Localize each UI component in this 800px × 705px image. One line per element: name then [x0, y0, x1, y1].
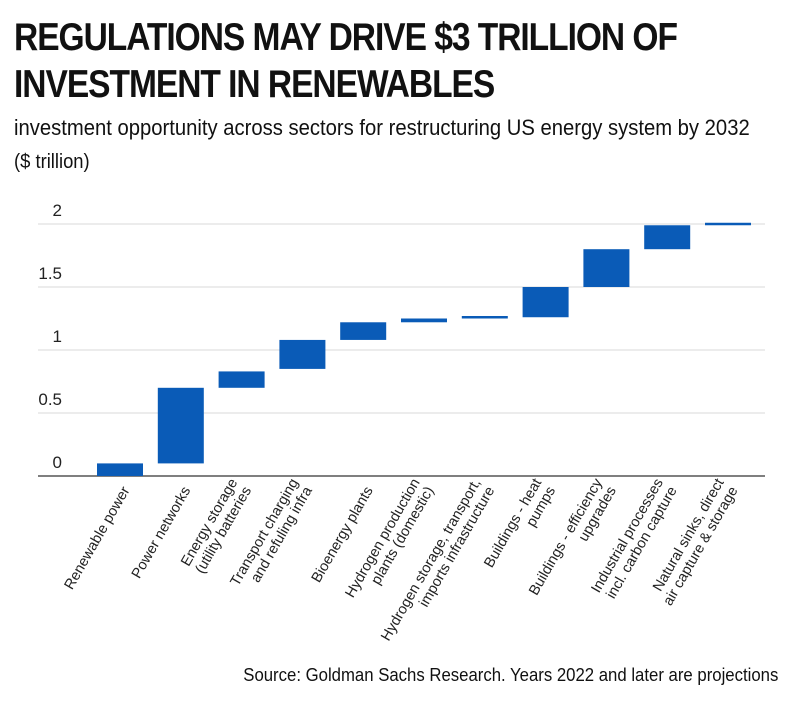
y-unit-label: ($ trillion)	[14, 151, 90, 173]
y-tick-label: 0	[53, 453, 62, 472]
chart-subtitle: investment opportunity across sectors fo…	[14, 115, 750, 140]
y-tick-labels: 0 0.5 1 1.5 2	[38, 201, 62, 472]
x-category-label: Renewable power	[62, 484, 134, 593]
source-note: Source: Goldman Sachs Research. Years 20…	[242, 665, 778, 685]
waterfall-bar	[705, 222, 751, 226]
waterfall-bar	[522, 287, 569, 318]
waterfall-bar	[218, 371, 265, 388]
waterfall-bar	[644, 225, 691, 250]
chart-title: REGULATIONS MAY DRIVE $3 TRILLION OF INV…	[14, 16, 678, 106]
waterfall-bar	[401, 318, 447, 323]
waterfall-bar	[583, 249, 630, 287]
bars	[97, 222, 751, 476]
y-tick-label: 1.5	[38, 264, 62, 283]
y-tick-label: 0.5	[38, 390, 62, 409]
grid-lines	[38, 223, 765, 477]
y-tick-label: 2	[53, 201, 62, 220]
waterfall-bar	[340, 322, 387, 340]
waterfall-bar	[279, 339, 326, 369]
waterfall-bar	[461, 316, 508, 319]
waterfall-bar	[97, 463, 143, 476]
y-tick-label: 1	[53, 327, 62, 346]
waterfall-bar	[157, 387, 204, 464]
x-category-label: Power networks	[129, 484, 194, 581]
